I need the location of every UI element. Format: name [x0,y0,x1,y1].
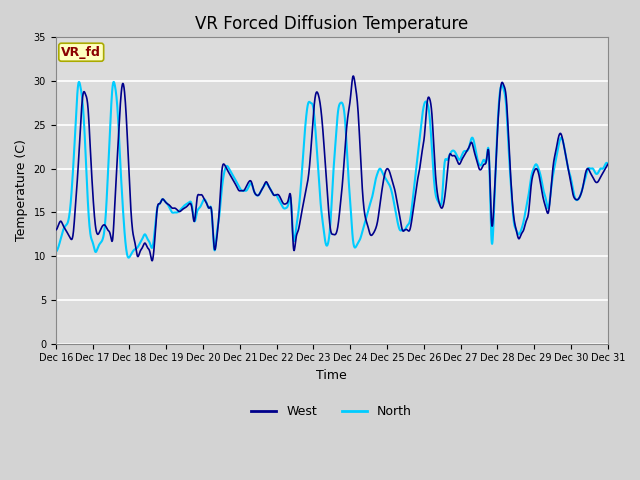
Text: VR_fd: VR_fd [61,46,101,59]
X-axis label: Time: Time [316,369,347,382]
Legend: West, North: West, North [246,400,417,423]
Title: VR Forced Diffusion Temperature: VR Forced Diffusion Temperature [195,15,468,33]
Y-axis label: Temperature (C): Temperature (C) [15,140,28,241]
